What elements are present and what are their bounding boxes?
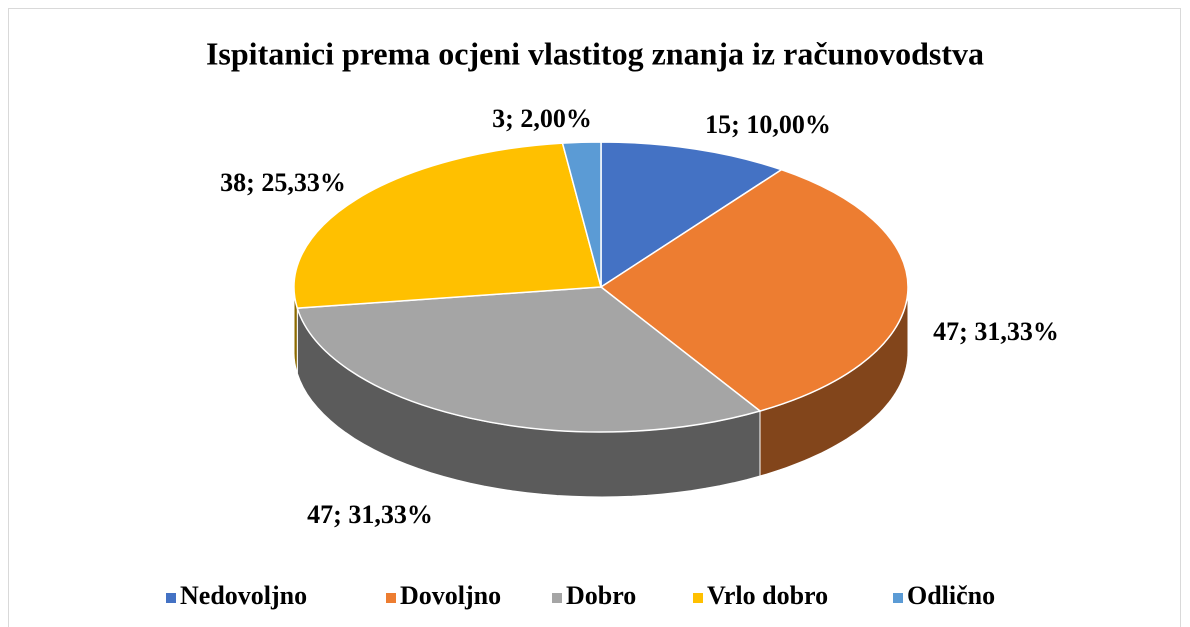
slice xyxy=(561,141,602,288)
data-label: 3; 2,00% xyxy=(492,104,592,133)
chart-title: Ispitanici prema ocjeni vlastitog znanja… xyxy=(206,35,984,71)
legend-swatch xyxy=(693,593,703,603)
legend-swatch xyxy=(893,593,903,603)
slice xyxy=(296,286,762,433)
legend-label: Nedovoljno xyxy=(180,581,307,610)
legend-label: Dobro xyxy=(566,581,636,610)
data-label: 15; 10,00% xyxy=(705,110,831,139)
slice xyxy=(599,168,909,412)
slice xyxy=(600,141,784,289)
legend-label: Dovoljno xyxy=(400,581,501,610)
legend-label: Vrlo dobro xyxy=(707,581,828,610)
legend-swatch xyxy=(386,593,396,603)
slice xyxy=(293,142,602,309)
data-label: 38; 25,33% xyxy=(220,168,346,197)
legend-label: Odlično xyxy=(907,581,995,610)
data-label: 47; 31,33% xyxy=(307,500,433,529)
legend-swatch xyxy=(166,593,176,603)
legend-swatch xyxy=(552,593,562,603)
data-label: 47; 31,33% xyxy=(933,317,1059,346)
